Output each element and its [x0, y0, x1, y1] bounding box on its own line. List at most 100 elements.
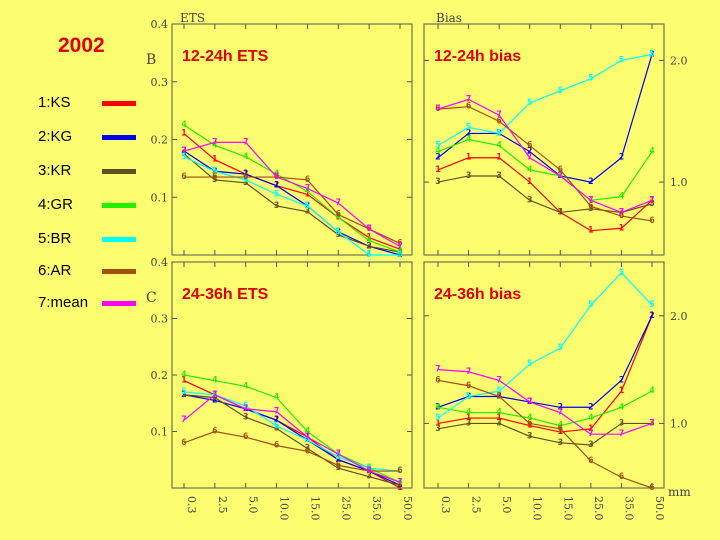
legend-label: 1:KS	[38, 94, 71, 111]
series-marker-5: 5	[466, 392, 471, 402]
series-marker-7: 7	[558, 171, 563, 181]
series-marker-5: 5	[435, 413, 440, 423]
series-marker-7: 7	[366, 466, 371, 476]
series-marker-5: 5	[649, 49, 654, 59]
series-line-5	[437, 53, 653, 147]
series-marker-2: 2	[558, 402, 563, 412]
y-tick-label: 1.0	[670, 417, 688, 430]
series-marker-3: 3	[336, 463, 341, 473]
series-marker-1: 1	[366, 233, 371, 243]
series-marker-6: 6	[243, 432, 248, 442]
series-marker-2: 2	[466, 128, 471, 138]
series-marker-3: 3	[305, 443, 310, 453]
series-marker-4: 4	[397, 247, 403, 257]
series-marker-6: 6	[397, 238, 402, 248]
y-tick-label: 1.0	[670, 176, 688, 189]
series-marker-6: 6	[305, 175, 310, 185]
series-marker-4: 4	[212, 376, 218, 386]
series-marker-3: 3	[181, 149, 186, 159]
series-marker-5: 5	[649, 300, 654, 310]
x-tick-label: 5.0	[247, 496, 260, 514]
x-tick-label: 10.0	[531, 496, 544, 521]
series-marker-4: 4	[466, 135, 472, 145]
series-marker-5: 5	[397, 250, 402, 260]
series-marker-3: 3	[558, 207, 563, 217]
x-tick-label: 10.0	[278, 496, 291, 521]
x-tick-label: 0.3	[439, 496, 452, 514]
series-marker-5: 5	[336, 227, 341, 237]
series-marker-5: 5	[435, 141, 440, 151]
series-marker-2: 2	[212, 395, 217, 405]
series-marker-7: 7	[496, 110, 501, 120]
series-marker-6: 6	[181, 172, 186, 182]
series-line-4	[437, 390, 653, 427]
series-marker-5: 5	[496, 128, 501, 138]
series-marker-3: 3	[558, 438, 563, 448]
series-marker-5: 5	[588, 300, 593, 310]
series-marker-5: 5	[366, 463, 371, 473]
series-marker-7: 7	[305, 432, 310, 442]
x-tick-label: 2.5	[216, 496, 229, 514]
panel-title: 12-24h bias	[434, 48, 521, 65]
series-line-7	[183, 141, 401, 247]
series-marker-2: 2	[336, 455, 341, 465]
series-line-7	[437, 98, 653, 214]
series-marker-6: 6	[397, 466, 402, 476]
series-marker-7: 7	[588, 195, 593, 205]
series-line-5	[437, 271, 653, 419]
legend-label: 7:mean	[38, 294, 89, 311]
series-line-6	[437, 106, 653, 222]
legend-item-2: 2:KG	[38, 128, 148, 148]
series-marker-3: 3	[588, 440, 593, 450]
series-marker-3: 3	[243, 178, 248, 188]
series-marker-1: 1	[466, 413, 471, 423]
series-line-2	[437, 54, 653, 183]
series-marker-3: 3	[619, 418, 624, 428]
panel-letter: C	[146, 290, 157, 306]
series-marker-7: 7	[649, 195, 654, 205]
series-marker-4: 4	[274, 393, 280, 403]
series-marker-2: 2	[588, 177, 593, 187]
series-marker-1: 1	[397, 483, 402, 493]
series-marker-6: 6	[588, 201, 593, 211]
legend-swatch	[102, 269, 136, 274]
series-marker-7: 7	[274, 172, 279, 182]
y-tick-label: 0.1	[151, 191, 169, 204]
legend-swatch	[102, 203, 136, 208]
y-tick-label: 0.2	[151, 369, 169, 382]
series-marker-5: 5	[305, 435, 310, 445]
series-marker-1: 1	[527, 421, 532, 431]
series-marker-4: 4	[466, 408, 472, 418]
series-line-3	[437, 175, 653, 214]
series-marker-3: 3	[305, 207, 310, 217]
series-marker-4: 4	[181, 370, 187, 380]
series-marker-2: 2	[243, 169, 248, 179]
panel-frame	[423, 23, 665, 256]
series-marker-6: 6	[435, 375, 440, 385]
series-marker-1: 1	[619, 223, 624, 233]
series-marker-6: 6	[649, 216, 654, 226]
panel-title: 24-36h bias	[434, 286, 521, 303]
series-marker-4: 4	[496, 408, 502, 418]
panel-title: 12-24h ETS	[182, 48, 269, 65]
series-marker-1: 1	[588, 226, 593, 236]
series-marker-7: 7	[366, 224, 371, 234]
series-marker-6: 6	[466, 102, 471, 112]
series-marker-4: 4	[305, 427, 311, 437]
y-tick-label: 0.2	[151, 134, 169, 147]
series-line-6	[184, 176, 401, 244]
series-marker-7: 7	[243, 404, 248, 414]
series-marker-4: 4	[649, 386, 655, 396]
series-marker-4: 4	[181, 120, 187, 130]
series-marker-5: 5	[466, 122, 471, 132]
series-marker-4: 4	[527, 165, 533, 175]
series-marker-5: 5	[619, 55, 624, 65]
series-marker-2: 2	[274, 415, 279, 425]
series-marker-7: 7	[619, 207, 624, 217]
series-marker-6: 6	[243, 172, 248, 182]
legend-swatch	[102, 101, 136, 106]
series-marker-4: 4	[212, 140, 218, 150]
series-marker-7: 7	[243, 137, 248, 147]
series-marker-2: 2	[588, 402, 593, 412]
series-marker-2: 2	[435, 153, 440, 163]
